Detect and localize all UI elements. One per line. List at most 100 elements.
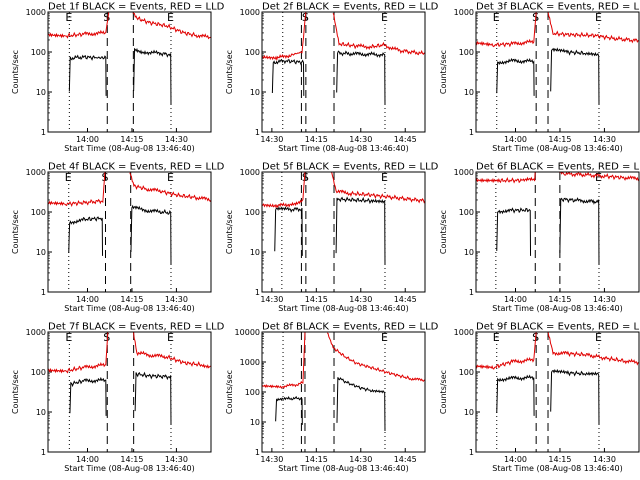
y-tick-label: 1: [255, 128, 260, 137]
events-series-line: [69, 376, 107, 416]
y-tick-label: 10: [250, 248, 260, 257]
chart-title: Det 9f BLACK = Events, RED = LLD: [476, 322, 640, 333]
chart-panel: Det 2f BLACK = Events, RED = LLD 1 10 100 10…: [225, 2, 439, 154]
x-tick-label: 14:15: [305, 135, 328, 144]
lld-series-line: [262, 172, 306, 209]
y-tick-label: 10: [36, 408, 46, 417]
x-tick-label: 14:45: [394, 455, 417, 464]
y-axis-label: Counts/sec: [11, 210, 20, 254]
plot-frame: [47, 11, 212, 133]
x-tick-label: 14:30: [349, 135, 372, 144]
y-axis-label: Counts/sec: [225, 210, 234, 254]
y-tick-label: 10000: [235, 328, 260, 337]
events-series-line: [496, 374, 535, 416]
marker-label: E: [167, 11, 174, 24]
y-axis-label: Counts/sec: [439, 370, 448, 414]
events-series-line: [134, 371, 172, 425]
marker-label: E: [595, 171, 602, 184]
y-tick-label: 1: [41, 448, 46, 457]
chart-title: Det 5f BLACK = Events, RED = LLD: [262, 162, 439, 173]
marker-label: S: [103, 331, 110, 344]
x-tick-label: 14:00: [76, 135, 99, 144]
lld-series-line: [547, 12, 639, 44]
plot-frame: [475, 331, 640, 453]
marker-label: S: [302, 171, 309, 184]
y-tick-label: 100: [31, 48, 46, 57]
y-tick-label: 10: [250, 88, 260, 97]
marker-label: E: [167, 331, 174, 344]
events-series-line: [335, 196, 386, 265]
plot-frame: [475, 11, 640, 133]
chart-panel: Det 7f BLACK = Events, RED = LLD 1 10 100 10…: [11, 322, 225, 474]
chart-panel: Det 8f BLACK = Events, RED = LLD 1 10 100 10…: [225, 322, 439, 474]
y-tick-label: 1000: [26, 328, 46, 337]
chart-panel: Det 1f BLACK = Events, RED = LLD 1 10 100 10…: [11, 2, 225, 154]
x-tick-label: 14:30: [593, 135, 616, 144]
y-tick-label: 100: [31, 368, 46, 377]
y-tick-label: 10: [36, 88, 46, 97]
chart-title: Det 7f BLACK = Events, RED = LLD: [48, 322, 225, 333]
chart-panel: Det 9f BLACK = Events, RED = LLD 1 10 100 10…: [439, 322, 640, 474]
x-axis-label: Start Time (08-Aug-08 13:46:40): [278, 304, 409, 313]
x-tick-label: 14:15: [120, 135, 143, 144]
x-tick-label: 14:30: [165, 295, 188, 304]
plot-frame: [47, 171, 212, 293]
x-tick-label: 14:30: [349, 295, 372, 304]
x-axis-label: Start Time (08-Aug-08 13:46:40): [64, 304, 195, 313]
lld-series-line: [262, 12, 307, 62]
y-tick-label: 1: [469, 288, 474, 297]
lld-series-line: [547, 332, 639, 366]
x-tick-label: 14:00: [504, 295, 527, 304]
y-tick-label: 1000: [454, 328, 474, 337]
y-tick-label: 1: [255, 288, 260, 297]
lld-series-line: [559, 172, 639, 182]
y-tick-label: 10: [250, 418, 260, 427]
y-tick-label: 1: [41, 128, 46, 137]
x-tick-label: 14:15: [548, 455, 571, 464]
chart-panel: Det 6f BLACK = Events, RED = LLD 1 10 100 10…: [439, 162, 640, 314]
x-axis-label: Start Time (08-Aug-08 13:46:40): [492, 464, 623, 473]
y-tick-label: 1000: [454, 168, 474, 177]
x-axis-label: Start Time (08-Aug-08 13:46:40): [278, 464, 409, 473]
x-tick-label: 14:15: [305, 295, 328, 304]
y-tick-label: 1000: [240, 168, 260, 177]
events-series-line: [496, 207, 532, 256]
lld-series-line: [48, 332, 109, 374]
y-axis-label: Counts/sec: [225, 370, 234, 414]
y-tick-label: 100: [459, 48, 474, 57]
y-tick-label: 1000: [26, 168, 46, 177]
y-axis-label: Counts/sec: [225, 50, 234, 94]
lld-series-line: [129, 172, 211, 203]
x-tick-label: 14:00: [504, 455, 527, 464]
y-tick-label: 1: [255, 448, 260, 457]
y-tick-label: 100: [459, 208, 474, 217]
marker-label: E: [493, 11, 500, 24]
plot-frame: [475, 171, 640, 293]
x-tick-label: 14:15: [548, 135, 571, 144]
x-axis-label: Start Time (08-Aug-08 13:46:40): [492, 144, 623, 153]
x-tick-label: 14:15: [120, 295, 143, 304]
y-tick-label: 10: [464, 248, 474, 257]
x-tick-label: 14:00: [504, 135, 527, 144]
x-tick-label: 14:30: [593, 455, 616, 464]
y-tick-label: 100: [245, 388, 260, 397]
marker-label: E: [65, 331, 72, 344]
lld-series-line: [326, 332, 425, 382]
lld-series-line: [331, 172, 425, 204]
lld-series-line: [132, 332, 211, 369]
x-axis-label: Start Time (08-Aug-08 13:46:40): [64, 144, 195, 153]
x-tick-label: 14:30: [349, 455, 372, 464]
y-axis-label: Counts/sec: [439, 50, 448, 94]
plot-frame: [261, 11, 426, 133]
y-tick-label: 10: [464, 408, 474, 417]
y-axis-label: Counts/sec: [11, 50, 20, 94]
events-series-line: [336, 377, 386, 432]
events-series-line: [275, 395, 303, 425]
y-tick-label: 1000: [240, 8, 260, 17]
x-tick-label: 14:00: [76, 295, 99, 304]
marker-label: E: [381, 171, 388, 184]
x-tick-label: 14:30: [260, 295, 283, 304]
plot-frame: [261, 331, 426, 453]
x-tick-label: 14:30: [165, 455, 188, 464]
